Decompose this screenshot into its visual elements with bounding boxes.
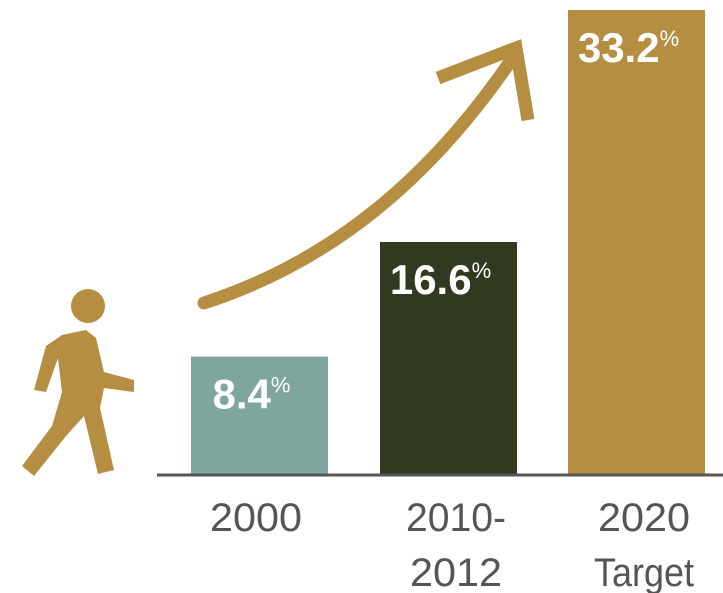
walking-person-icon bbox=[22, 289, 134, 476]
value-label-0: 8.4% bbox=[213, 371, 291, 418]
category-label-2-1: Target bbox=[594, 551, 694, 593]
category-label-1-1: 2012 bbox=[410, 551, 502, 593]
category-label-1-0: 2010- bbox=[406, 496, 506, 540]
category-label-2-0: 2020 bbox=[598, 496, 690, 540]
bars-group bbox=[191, 10, 705, 474]
labels-group: 8.4% 2000 16.6% 2010- 2012 33.2% 2020 Target bbox=[210, 24, 694, 593]
category-label-0-0: 2000 bbox=[210, 496, 302, 540]
value-label-1: 16.6% bbox=[390, 256, 491, 303]
trend-arrow-icon bbox=[197, 39, 535, 310]
bar-0 bbox=[191, 356, 328, 474]
bar-2 bbox=[568, 10, 705, 474]
bar-1 bbox=[380, 242, 517, 474]
value-label-2: 33.2% bbox=[578, 24, 679, 71]
